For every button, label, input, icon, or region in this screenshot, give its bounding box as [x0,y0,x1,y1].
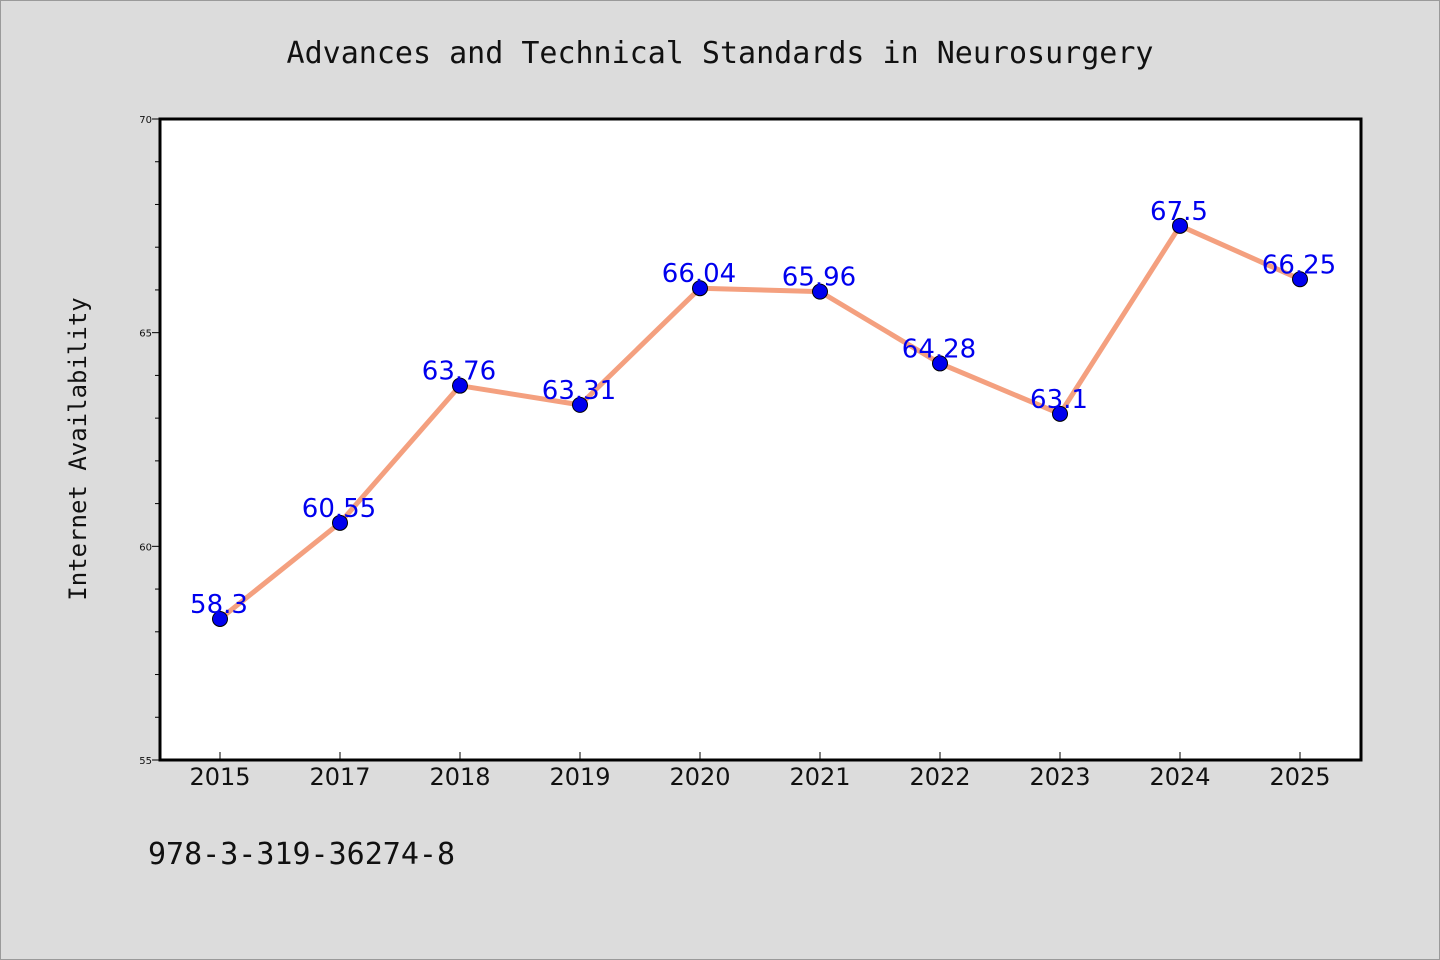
data-point-marker [1292,271,1308,288]
data-label: 66.25 [1262,250,1336,280]
data-point-marker [212,610,228,627]
x-tick-label: 2024 [1149,763,1210,791]
isbn-text: 978-3-319-36274-8 [148,837,455,872]
data-label: 66.04 [662,259,736,289]
x-tick-label: 2018 [429,763,490,791]
y-tick-label: 65 [139,329,152,340]
y-tick-label: 55 [139,756,152,767]
data-label: 63.1 [1030,385,1088,415]
data-point-marker [452,377,468,394]
data-label: 63.31 [542,376,616,406]
plot-border [158,117,1363,762]
y-axis: 55 60 65 70 [139,115,160,767]
x-tick-label: 2017 [309,763,370,791]
x-tick-label: 2022 [909,763,970,791]
data-point-marker [1172,217,1188,234]
data-point-marker [692,280,708,297]
plot-area [160,119,1361,760]
data-label: 67.5 [1150,197,1208,227]
data-labels-group: 58.3 60.55 63.76 63.31 66.04 65.96 64.28 63.1 67… [190,197,1336,620]
data-point-marker [932,355,948,372]
x-tick-label: 2025 [1269,763,1330,791]
series-line [217,223,1303,622]
data-label: 64.28 [902,334,976,364]
y-axis-label: Internet Availability [64,297,92,600]
data-label: 63.76 [422,357,496,387]
y-tick-label: 70 [139,115,152,126]
data-label: 65.96 [782,263,856,293]
markers-group [212,217,1308,627]
x-tick-label: 2023 [1029,763,1090,791]
data-label: 58.3 [190,590,248,620]
x-tick-label: 2021 [789,763,850,791]
chart-title: Advances and Technical Standards in Neur… [287,36,1154,71]
x-axis: 2015 2017 2018 2019 2020 2021 2022 2023 2024 2025 [189,752,1331,791]
data-label: 60.55 [302,494,376,524]
data-point-marker [332,514,348,531]
series-line-group [217,223,1303,622]
x-tick-label: 2015 [189,763,250,791]
x-tick-label: 2020 [669,763,730,791]
data-point-marker [812,283,828,300]
x-tick-label: 2019 [549,763,610,791]
data-point-marker [1052,405,1068,422]
y-tick-label: 60 [139,542,152,553]
data-point-marker [572,396,588,413]
